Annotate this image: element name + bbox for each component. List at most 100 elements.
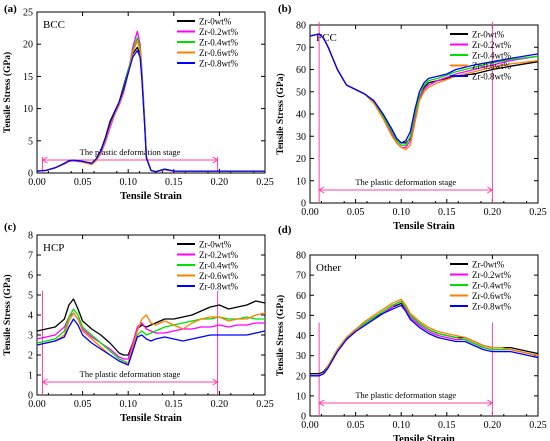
y-tick-label: 60: [296, 65, 306, 76]
legend-entry: Zr-0wt%: [199, 16, 232, 26]
y-tick-label: 5: [28, 291, 33, 302]
y-tick-label: 0: [301, 199, 306, 210]
y-tick-label: 5: [28, 136, 33, 147]
y-tick-label: 10: [23, 104, 33, 115]
x-tick-label: 0.00: [301, 207, 319, 218]
series-group: [37, 30, 265, 173]
plot-area-frame: [36, 11, 266, 174]
series-line-zr-0-8wt-: [37, 318, 265, 366]
panel-inner-label: Other: [316, 262, 341, 274]
stage-arrow-head-left: [318, 399, 325, 407]
y-tick-label: 50: [296, 87, 306, 98]
y-tick-label: 40: [296, 331, 306, 342]
x-tick-label: 0.15: [438, 420, 456, 431]
legend-entry: Zr-0.2wt%: [199, 250, 239, 260]
legend-entry: Zr-0wt%: [199, 239, 232, 249]
y-axis-title: Tensile Stress (GPa): [2, 52, 13, 133]
x-tick-label: 0.25: [529, 420, 547, 431]
legend-entry: Zr-0.2wt%: [199, 27, 239, 37]
x-tick-label: 0.20: [211, 399, 229, 410]
y-tick-label: 70: [296, 43, 306, 54]
y-tick-label: 20: [296, 371, 306, 382]
y-axis-title: Tensile Stress (GPa): [275, 295, 286, 376]
stage-label: The plastic deformation stage: [355, 390, 456, 400]
y-tick-label: 7: [28, 251, 33, 262]
stage-arrow-head-right: [212, 156, 219, 164]
x-tick-label: 0.00: [28, 399, 46, 410]
stage-arrow-head-right: [487, 399, 494, 407]
y-tick-label: 80: [296, 251, 306, 262]
stage-label: The plastic deformation stage: [80, 369, 181, 379]
y-tick-label: 10: [296, 391, 306, 402]
series-line-zr-0-6wt-: [310, 298, 538, 377]
panel-inner-label: FCC: [316, 32, 337, 44]
y-tick-label: 1: [28, 371, 33, 382]
stage-label: The plastic deformation stage: [80, 147, 181, 157]
y-tick-label: 50: [296, 311, 306, 322]
x-tick-label: 0.00: [301, 420, 319, 431]
stage-arrow-head-left: [318, 186, 325, 194]
series-line-zr-0wt-: [310, 302, 538, 375]
legend-entry: Zr-0.2wt%: [472, 270, 512, 280]
chart-panel-2: 0.00 0.05 0.10 0.15 0.20 0.25 0 10 20 30 40 50 60 70 8…: [275, 3, 547, 232]
legend-entry: Zr-0.2wt%: [472, 40, 512, 50]
chart-panel-1: 0.00 0.05 0.10 0.15 0.20 0.25 0 5 10 15 20 25 Tensil…: [2, 3, 274, 202]
y-tick-label: 6: [28, 271, 33, 282]
y-tick-label: 8: [28, 231, 33, 242]
x-tick-label: 0.10: [392, 207, 410, 218]
legend-entry: Zr-0wt%: [472, 29, 505, 39]
x-tick-label: 0.05: [74, 399, 92, 410]
x-tick-label: 0.20: [484, 420, 502, 431]
legend-entry: Zr-0.8wt%: [199, 281, 239, 291]
x-tick-label: 0.05: [74, 177, 92, 188]
x-tick-label: 0.25: [256, 399, 274, 410]
series-line-zr-0-6wt-: [37, 312, 265, 364]
x-tick-label: 0.10: [119, 177, 137, 188]
y-tick-label: 80: [296, 21, 306, 32]
legend: Zr-0wt%Zr-0.2wt%Zr-0.4wt%Zr-0.6wt%Zr-0.8…: [177, 16, 239, 68]
stage-arrow-head-right: [487, 186, 494, 194]
x-tick-label: 0.10: [119, 399, 137, 410]
x-tick-label: 0.10: [392, 420, 410, 431]
panel-label: (c): [4, 221, 17, 233]
stage-arrow-head-left: [41, 378, 48, 386]
series-line-zr-0-8wt-: [37, 49, 265, 173]
legend-entry: Zr-0.4wt%: [472, 50, 512, 60]
series-line-zr-0-8wt-: [310, 33, 538, 144]
y-tick-label: 0: [301, 412, 306, 423]
panel-label: (a): [4, 3, 17, 15]
panel-inner-label: HCP: [43, 242, 64, 254]
panel-label: (d): [278, 224, 292, 236]
legend-entry: Zr-0.4wt%: [199, 260, 239, 270]
series-group: [37, 298, 265, 366]
y-axis-title: Tensile Stress (GPa): [275, 73, 286, 154]
y-tick-label: 4: [28, 311, 33, 322]
legend: Zr-0wt%Zr-0.2wt%Zr-0.4wt%Zr-0.6wt%Zr-0.8…: [450, 29, 512, 81]
legend-entry: Zr-0.6wt%: [199, 271, 239, 281]
y-tick-label: 15: [23, 72, 33, 83]
series-group: [310, 298, 538, 377]
y-tick-label: 30: [296, 132, 306, 143]
y-tick-label: 0: [28, 391, 33, 402]
x-tick-label: 0.25: [529, 207, 547, 218]
legend-entry: Zr-0.8wt%: [472, 71, 512, 81]
x-tick-label: 0.05: [347, 420, 365, 431]
x-axis-title: Tensile Strain: [393, 434, 455, 441]
y-tick-label: 20: [296, 154, 306, 165]
legend-entry: Zr-0.6wt%: [472, 61, 512, 71]
x-tick-label: 0.15: [165, 177, 183, 188]
x-axis-title: Tensile Strain: [120, 191, 182, 202]
stage-arrow-head-right: [212, 378, 219, 386]
legend-entry: Zr-0wt%: [472, 259, 505, 269]
x-tick-label: 0.15: [438, 207, 456, 218]
legend-entry: Zr-0.6wt%: [199, 48, 239, 58]
x-tick-label: 0.20: [484, 207, 502, 218]
x-axis-title: Tensile Strain: [120, 413, 182, 424]
stage-arrow-head-left: [41, 156, 48, 164]
x-tick-label: 0.20: [211, 177, 229, 188]
series-group: [310, 33, 538, 151]
chart-panel-3: 0.00 0.05 0.10 0.15 0.20 0.25 0 1 2 3 4 5 6 7 8 Tensile…: [2, 221, 274, 424]
y-tick-label: 40: [296, 110, 306, 121]
x-axis-title: Tensile Strain: [393, 221, 455, 232]
